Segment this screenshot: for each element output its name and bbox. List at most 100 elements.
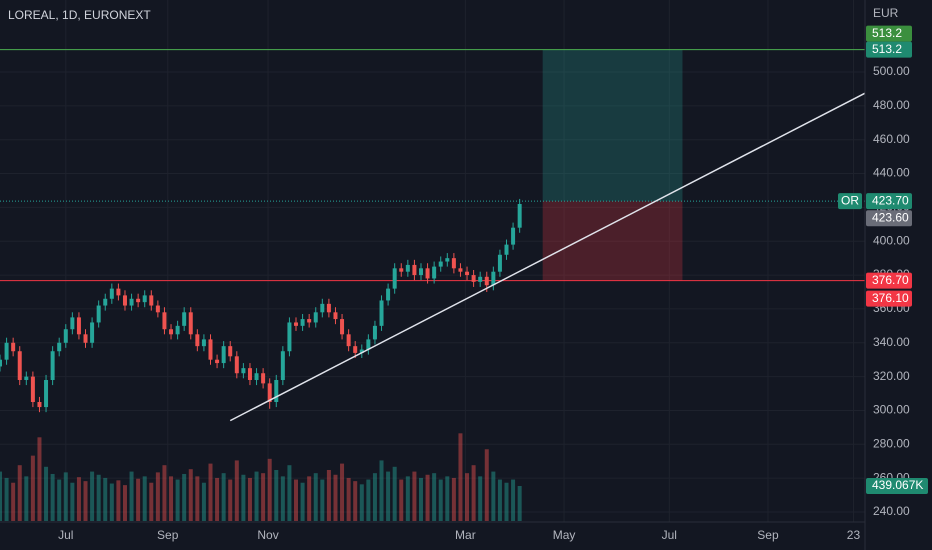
candle-body xyxy=(228,346,233,357)
candle-body xyxy=(517,204,522,228)
candle-body xyxy=(155,305,160,313)
volume-bar xyxy=(359,484,364,521)
price-label: 513.2 xyxy=(872,42,902,56)
candle-body xyxy=(274,380,279,402)
volume-bar xyxy=(4,477,9,521)
currency: EUR xyxy=(873,6,899,20)
volume-bar xyxy=(129,471,134,521)
candle-body xyxy=(11,342,16,352)
price-label-bg xyxy=(866,272,912,289)
volume-bar xyxy=(0,471,2,521)
volume-bar xyxy=(386,471,391,521)
volume-bar xyxy=(234,460,239,521)
price-label-bg xyxy=(866,41,912,58)
candle-body xyxy=(386,288,391,301)
volume-bar xyxy=(379,460,384,521)
volume-label-bg xyxy=(866,478,928,494)
y-tick-label: 460.00 xyxy=(873,132,910,146)
loss-zone xyxy=(542,201,683,281)
volume-bar xyxy=(313,473,318,521)
y-tick-label: 240.00 xyxy=(873,504,910,518)
candle-body xyxy=(241,368,246,374)
candle-body xyxy=(96,305,101,323)
y-tick-label: 340.00 xyxy=(873,335,910,349)
volume-bar xyxy=(122,485,127,521)
price-label: 376.70 xyxy=(872,273,909,287)
candle-body xyxy=(405,264,410,272)
volume-bar xyxy=(504,482,509,521)
price-label-bg xyxy=(866,290,912,307)
candle-body xyxy=(201,339,206,347)
plot xyxy=(0,49,866,521)
candle-body xyxy=(208,339,213,360)
candle-body xyxy=(372,325,377,340)
price-label-bg xyxy=(866,25,912,42)
volume-bar xyxy=(175,479,180,521)
volume-bar xyxy=(497,479,502,521)
volume-bar xyxy=(511,479,516,521)
volume-bar xyxy=(247,477,252,521)
volume-bar xyxy=(103,477,108,521)
volume-bar xyxy=(241,474,246,521)
y-tick-label: 400.00 xyxy=(873,233,910,247)
candle-body xyxy=(359,349,364,353)
candle-body xyxy=(162,312,167,330)
volume-bar xyxy=(300,482,305,521)
x-tick-label: May xyxy=(553,528,576,542)
candle-body xyxy=(103,298,108,306)
volume-bar xyxy=(24,476,29,521)
candle-body xyxy=(247,368,252,380)
candle-body xyxy=(392,268,397,289)
volume-bar xyxy=(195,476,200,521)
candle-body xyxy=(491,271,496,286)
volume-bar xyxy=(478,476,483,521)
candle-body xyxy=(300,319,305,326)
candle-body xyxy=(76,317,81,335)
candle-body xyxy=(175,325,180,335)
volume-bar xyxy=(149,482,154,521)
candle-body xyxy=(50,351,55,380)
chart-title: LOREAL, 1D, EURONEXT xyxy=(8,8,151,22)
volume-bar xyxy=(517,486,522,521)
candle-body xyxy=(90,322,95,343)
y-tick-label: 280.00 xyxy=(873,436,910,450)
candle-body xyxy=(4,342,9,360)
candle-body xyxy=(313,312,318,323)
candle-body xyxy=(280,351,285,380)
x-tick-label: Mar xyxy=(455,528,476,542)
x-tick-label: Jul xyxy=(58,528,73,542)
y-tick-label: 500.00 xyxy=(873,64,910,78)
price-tag-bg xyxy=(838,193,862,210)
candle-body xyxy=(471,275,476,282)
candle-body xyxy=(399,268,404,272)
candle-body xyxy=(511,227,516,245)
volume-bar xyxy=(182,473,187,521)
volume-bar xyxy=(326,469,331,521)
grid xyxy=(0,0,865,522)
volume-bar xyxy=(63,472,68,521)
candle-body xyxy=(195,334,200,347)
x-tick-label: Sep xyxy=(157,528,179,542)
candle-body xyxy=(340,319,345,335)
candle-body xyxy=(484,276,489,286)
candle-body xyxy=(17,351,22,380)
candle-body xyxy=(221,346,226,364)
candle-body xyxy=(458,268,463,272)
price-label-bg xyxy=(866,210,912,227)
y-tick-label: 300.00 xyxy=(873,403,910,417)
volume-bar xyxy=(228,479,233,521)
volume-bar xyxy=(17,465,22,521)
volume-bar xyxy=(432,473,437,521)
x-tick-label: Sep xyxy=(757,528,779,542)
price-tag: OR xyxy=(841,193,859,207)
volume-bar xyxy=(412,471,417,521)
volume-bar xyxy=(90,471,95,521)
candle-body xyxy=(346,334,351,347)
x-tick-label: Jul xyxy=(662,528,677,542)
volume-bar xyxy=(221,473,226,521)
volume-bar xyxy=(76,477,81,521)
candle-body xyxy=(70,317,75,330)
candle-body xyxy=(136,298,141,303)
x-tick-label: 23 xyxy=(847,528,861,542)
